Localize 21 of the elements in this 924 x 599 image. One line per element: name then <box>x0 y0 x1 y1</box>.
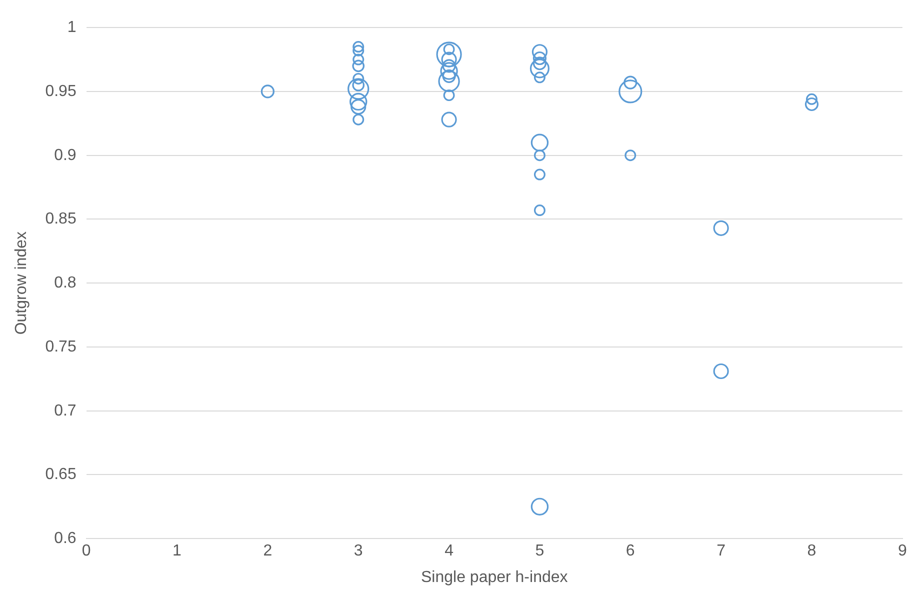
x-tick-label: 6 <box>626 542 635 560</box>
y-tick-label: 0.95 <box>45 82 76 100</box>
y-tick-label: 1 <box>67 19 76 36</box>
x-tick-label: 2 <box>263 542 272 560</box>
y-tick-label: 0.7 <box>54 402 76 420</box>
y-tick-label: 0.75 <box>45 338 76 356</box>
x-tick-label: 5 <box>535 542 544 560</box>
x-axis-title: Single paper h-index <box>420 568 568 586</box>
x-tick-label: 1 <box>172 542 182 560</box>
y-tick-label: 0.85 <box>45 210 76 228</box>
x-tick-label: 7 <box>716 542 726 560</box>
y-tick-label: 0.65 <box>45 466 76 484</box>
x-tick-label: 8 <box>807 542 816 560</box>
x-tick-label: 4 <box>444 542 454 560</box>
y-axis-title: Outgrow index <box>13 232 30 335</box>
y-tick-label: 0.8 <box>54 274 76 292</box>
y-tick-label: 0.9 <box>54 146 76 164</box>
y-tick-label: 0.6 <box>54 530 76 548</box>
x-tick-label: 3 <box>354 542 363 560</box>
x-tick-label: 0 <box>82 542 91 560</box>
x-tick-label: 9 <box>898 542 907 560</box>
